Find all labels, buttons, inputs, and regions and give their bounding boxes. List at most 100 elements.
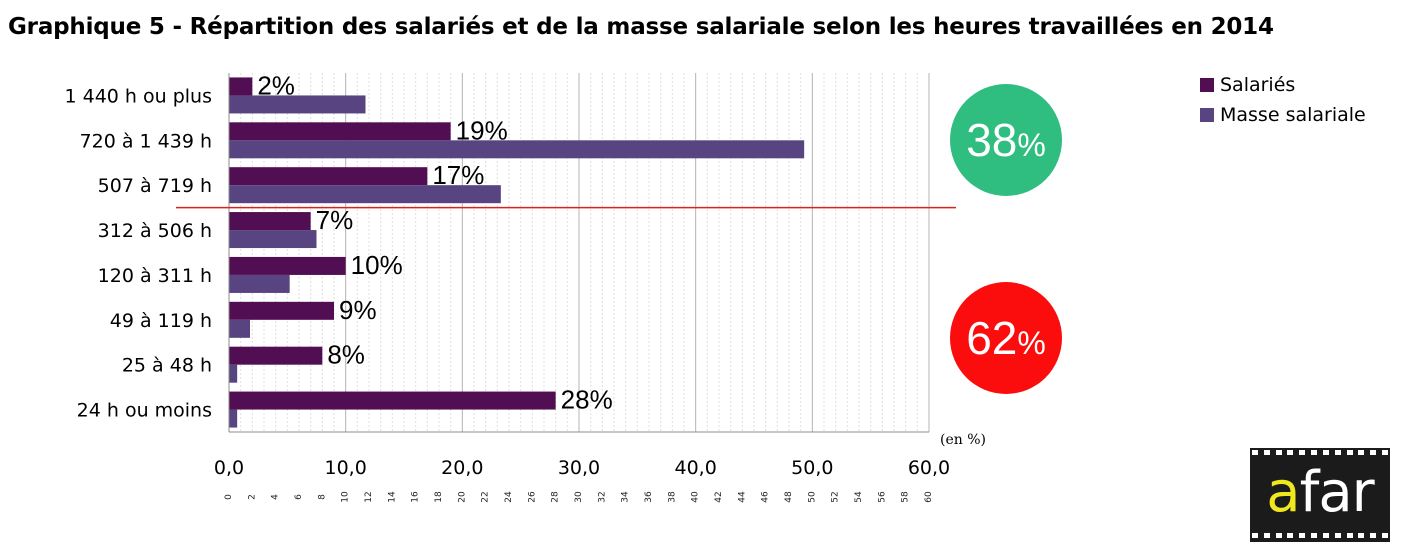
unit-label: (en %) [940, 432, 986, 448]
bar-salaries [229, 346, 323, 365]
legend-label-salaries: Salariés [1220, 74, 1296, 96]
film-hole [1252, 450, 1258, 455]
film-hole [1299, 450, 1306, 455]
minor-tick-label: 16 [411, 491, 421, 503]
film-hole [1381, 533, 1388, 538]
bar-salaries [229, 256, 346, 275]
major-tick-label: 40,0 [675, 457, 717, 479]
share-badge-top-value: 38 [966, 114, 1018, 166]
major-tick-label: 20,0 [441, 457, 483, 479]
major-tick-label: 50,0 [791, 457, 833, 479]
data-label: 9% [339, 295, 377, 325]
bar-masse-salariale [229, 230, 317, 249]
bar-salaries [229, 77, 253, 96]
logo-letter-a: a [1266, 460, 1300, 525]
film-hole [1287, 533, 1294, 538]
film-hole [1263, 533, 1270, 538]
labels: 1 440 h ou plus 2% 720 à 1 439 h 19% 507 à 7… [64, 70, 986, 502]
category-label: 49 à 119 h [110, 310, 212, 332]
logo-text: afar [1250, 460, 1390, 526]
film-hole [1287, 450, 1294, 455]
data-label: 10% [351, 250, 403, 280]
bar-masse-salariale [229, 185, 501, 204]
film-hole [1275, 533, 1282, 538]
minor-tick-label: 44 [737, 491, 747, 503]
category-label: 24 h ou moins [77, 400, 212, 422]
minor-tick-label: 36 [644, 491, 654, 503]
minor-tick-label: 12 [364, 491, 374, 502]
legend-item-masse-salariale: Masse salariale [1200, 100, 1366, 130]
category-label: 720 à 1 439 h [80, 130, 212, 152]
share-badge-top-unit: % [1017, 126, 1046, 163]
category-label: 25 à 48 h [122, 355, 212, 377]
bar-salaries [229, 122, 451, 141]
share-badge-bottom: 62 % [950, 282, 1062, 394]
category-label: 507 à 719 h [98, 175, 212, 197]
film-hole [1370, 450, 1377, 455]
film-hole [1358, 533, 1365, 538]
minor-tick-label: 4 [271, 494, 281, 500]
minor-tick-label: 26 [527, 491, 537, 503]
major-tick-label: 10,0 [325, 457, 367, 479]
bar-masse-salariale [229, 409, 238, 428]
logo-letters-far: far [1299, 460, 1375, 525]
major-tick-label: 30,0 [558, 457, 600, 479]
minor-tick-label: 52 [831, 491, 841, 502]
major-tick-label: 60,0 [908, 457, 950, 479]
minor-tick-label: 58 [901, 491, 911, 503]
bar-salaries [229, 212, 311, 231]
data-label: 28% [561, 385, 613, 415]
film-hole [1275, 450, 1282, 455]
film-hole [1370, 533, 1377, 538]
legend-item-salaries: Salariés [1200, 70, 1366, 100]
legend-label-masse-salariale: Masse salariale [1220, 104, 1366, 126]
bar-masse-salariale [229, 364, 238, 383]
bar-masse-salariale [229, 140, 805, 159]
minor-tick-label: 22 [481, 491, 491, 502]
film-hole [1334, 450, 1341, 455]
bar-salaries [229, 301, 334, 320]
axes [176, 73, 956, 433]
minor-tick-label: 56 [877, 491, 887, 503]
minor-tick-label: 0 [224, 494, 234, 500]
bars [229, 77, 805, 428]
minor-tick-label: 6 [294, 494, 304, 500]
minor-tick-label: 18 [434, 491, 444, 503]
category-label: 312 à 506 h [98, 220, 212, 242]
minor-tick-label: 32 [597, 491, 607, 502]
chart-title: Graphique 5 - Répartition des salariés e… [8, 14, 1274, 40]
minor-tick-label: 42 [714, 491, 724, 502]
minor-tick-label: 10 [341, 491, 351, 503]
bar-masse-salariale [229, 95, 366, 114]
minor-tick-label: 60 [924, 491, 934, 503]
minor-tick-label: 40 [691, 491, 701, 503]
share-badge-bottom-value: 62 [966, 312, 1018, 364]
data-label: 2% [257, 70, 295, 100]
minor-tick-label: 24 [504, 491, 514, 503]
bar-masse-salariale [229, 274, 290, 293]
film-strip-top [1252, 450, 1388, 457]
film-hole [1346, 533, 1353, 538]
minor-tick-label: 46 [761, 491, 771, 503]
film-hole [1311, 450, 1318, 455]
minor-tick-label: 2 [247, 494, 257, 500]
afar-logo: afar [1250, 448, 1390, 542]
category-label: 1 440 h ou plus [64, 85, 212, 107]
film-hole [1252, 533, 1258, 538]
bar-masse-salariale [229, 319, 250, 338]
data-label: 8% [327, 340, 365, 370]
minor-tick-label: 38 [667, 491, 677, 503]
minor-tick-label: 54 [854, 491, 864, 503]
film-hole [1358, 450, 1365, 455]
data-label: 17% [432, 160, 484, 190]
minor-tick-label: 50 [807, 491, 817, 503]
major-tick-label: 0,0 [214, 457, 244, 479]
film-hole [1381, 450, 1388, 455]
minor-tick-label: 20 [457, 491, 467, 503]
film-hole [1299, 533, 1306, 538]
minor-tick-label: 28 [551, 491, 561, 503]
category-label: 120 à 311 h [98, 265, 212, 287]
legend: Salariés Masse salariale [1200, 70, 1366, 130]
film-hole [1346, 450, 1353, 455]
data-label: 19% [456, 115, 508, 145]
